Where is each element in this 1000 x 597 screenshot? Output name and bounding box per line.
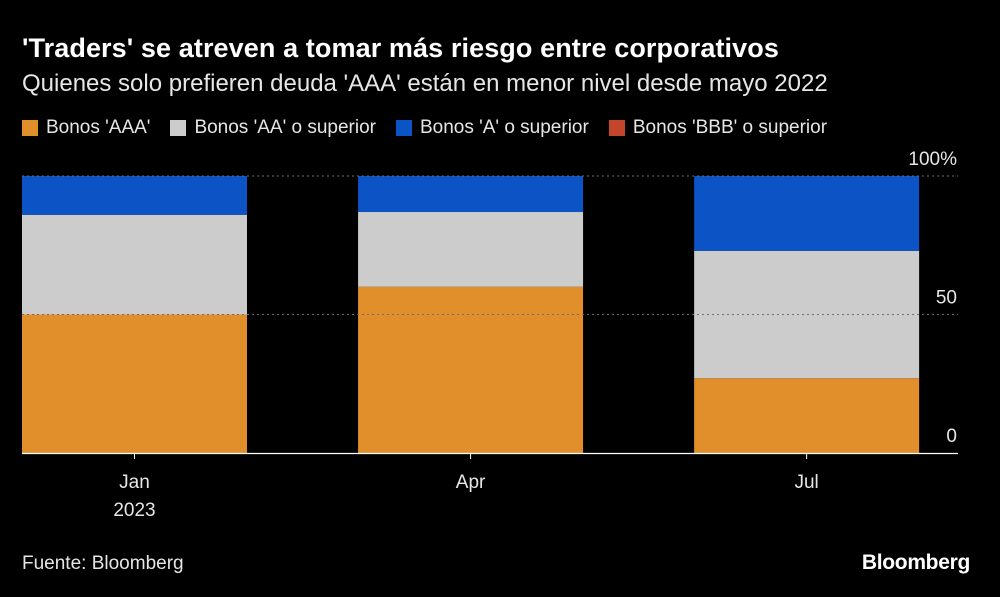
legend-item-bbb: Bonos 'BBB' o superior	[608, 117, 828, 139]
legend-swatch-a	[395, 120, 412, 136]
legend-swatch-bbb	[608, 120, 625, 136]
bar-segment-jul-series-0	[694, 378, 920, 453]
x-tick-label-jul: Jul	[794, 472, 818, 493]
bar-segment-apr-series-1	[358, 212, 584, 287]
bar-segment-jan-series-1	[22, 214, 247, 315]
legend-label-a: Bonos 'A' o superior	[419, 117, 589, 138]
x-tick-label-apr: Apr	[456, 472, 486, 493]
bar-segment-jul-series-1	[694, 250, 920, 379]
chart-title: 'Traders' se atreven a tomar más riesgo …	[22, 33, 779, 63]
bar-segment-jan-series-0	[22, 314, 247, 453]
y-tick-label-100: 100%	[908, 149, 957, 170]
legend-item-aa: Bonos 'AA' o superior	[170, 117, 376, 139]
bar-segment-apr-series-2	[358, 176, 584, 213]
y-tick-label-50: 50	[936, 288, 957, 309]
legend-item-aaa: Bonos 'AAA'	[22, 117, 150, 139]
legend-label-aaa: Bonos 'AAA'	[46, 117, 151, 138]
legend-swatch-aaa	[22, 120, 38, 136]
source-note: Fuente: Bloomberg	[22, 553, 184, 574]
bar-segment-jul-series-2	[694, 176, 920, 251]
chart-legend: Bonos 'AAA' Bonos 'AA' o superior Bonos …	[22, 117, 827, 139]
x-tick-sublabel-jan: 2023	[113, 500, 155, 521]
bar-segment-jan-series-2	[22, 176, 247, 215]
y-tick-label-0: 0	[946, 426, 957, 447]
legend-label-bbb: Bonos 'BBB' o superior	[632, 117, 828, 138]
legend-item-a: Bonos 'A' o superior	[395, 117, 589, 139]
legend-label-aa: Bonos 'AA' o superior	[194, 117, 376, 138]
bar-segment-apr-series-0	[358, 286, 584, 453]
bloomberg-logo: Bloomberg	[861, 551, 970, 574]
x-tick-label-jan: Jan	[119, 472, 150, 493]
legend-swatch-aa	[170, 120, 187, 136]
chart-subtitle: Quienes solo prefieren deuda 'AAA' están…	[22, 70, 828, 97]
